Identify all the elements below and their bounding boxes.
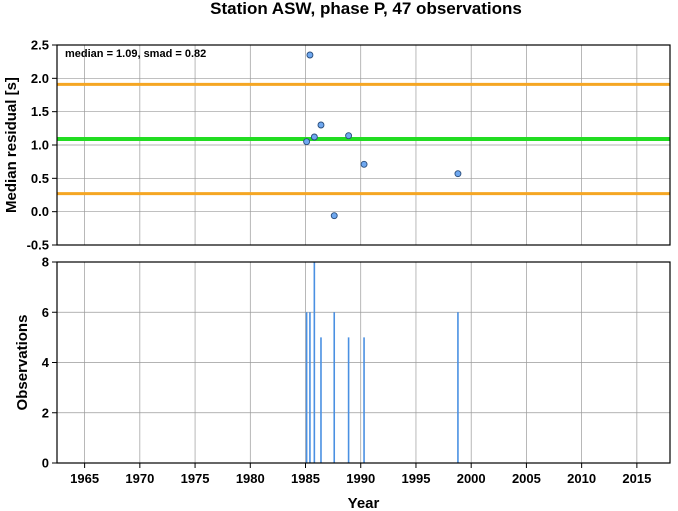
x-tick-label: 2015 xyxy=(622,471,651,486)
observations-panel: 0 2 4 6 8 1965 1970 1975 1980 1985 1990 1995 2000 20… xyxy=(14,255,671,511)
y-tick-label: 1.0 xyxy=(31,138,49,153)
y-tick-label: 8 xyxy=(42,255,49,270)
data-point xyxy=(454,170,462,178)
y-tick-label: 2.5 xyxy=(31,38,49,53)
residual-y-axis-label: Median residual [s] xyxy=(3,77,20,213)
median-annotation: median = 1.09, smad = 0.82 xyxy=(65,48,206,60)
residual-y-ticks: -0.5 0.0 0.5 1.0 1.5 2.0 2.5 xyxy=(27,38,57,253)
y-tick-label: 6 xyxy=(42,305,49,320)
data-point xyxy=(345,132,353,140)
y-tick-label: 0 xyxy=(42,456,49,471)
x-tick-label: 1980 xyxy=(236,471,265,486)
x-tick-label: 1975 xyxy=(181,471,210,486)
x-tick-label: 1985 xyxy=(291,471,320,486)
x-tick-label: 1970 xyxy=(125,471,154,486)
x-axis-label: Year xyxy=(348,495,380,511)
residual-grid xyxy=(57,44,670,246)
y-tick-label: 4 xyxy=(42,355,50,370)
x-tick-label: 2000 xyxy=(457,471,486,486)
x-tick-label: 1965 xyxy=(70,471,99,486)
year-x-ticks: 1965 1970 1975 1980 1985 1990 1995 2000 2005 2010… xyxy=(70,463,651,486)
chart-title: Station ASW, phase P, 47 observations xyxy=(210,0,522,18)
y-tick-label: 0.0 xyxy=(31,204,49,219)
y-tick-label: 2.0 xyxy=(31,71,49,86)
data-point xyxy=(303,138,311,146)
y-tick-label: 2 xyxy=(42,405,49,420)
observations-y-axis-label: Observations xyxy=(14,315,31,411)
x-tick-label: 2005 xyxy=(512,471,541,486)
observations-y-ticks: 0 2 4 6 8 xyxy=(42,255,57,471)
y-tick-label: -0.5 xyxy=(27,238,49,253)
residual-reference-lines xyxy=(57,82,670,196)
x-tick-label: 1995 xyxy=(402,471,431,486)
data-point xyxy=(360,160,368,168)
data-point xyxy=(317,121,325,129)
residual-points xyxy=(303,51,462,220)
y-tick-label: 0.5 xyxy=(31,171,49,186)
x-tick-label: 1990 xyxy=(346,471,375,486)
data-point xyxy=(306,51,314,59)
observations-bars xyxy=(305,262,459,463)
x-tick-label: 2010 xyxy=(567,471,596,486)
data-point xyxy=(330,212,338,220)
residual-panel: -0.5 0.0 0.5 1.0 1.5 2.0 2.5 median = 1.09, sm… xyxy=(3,38,671,253)
y-tick-label: 1.5 xyxy=(31,104,49,119)
data-point xyxy=(310,133,318,141)
